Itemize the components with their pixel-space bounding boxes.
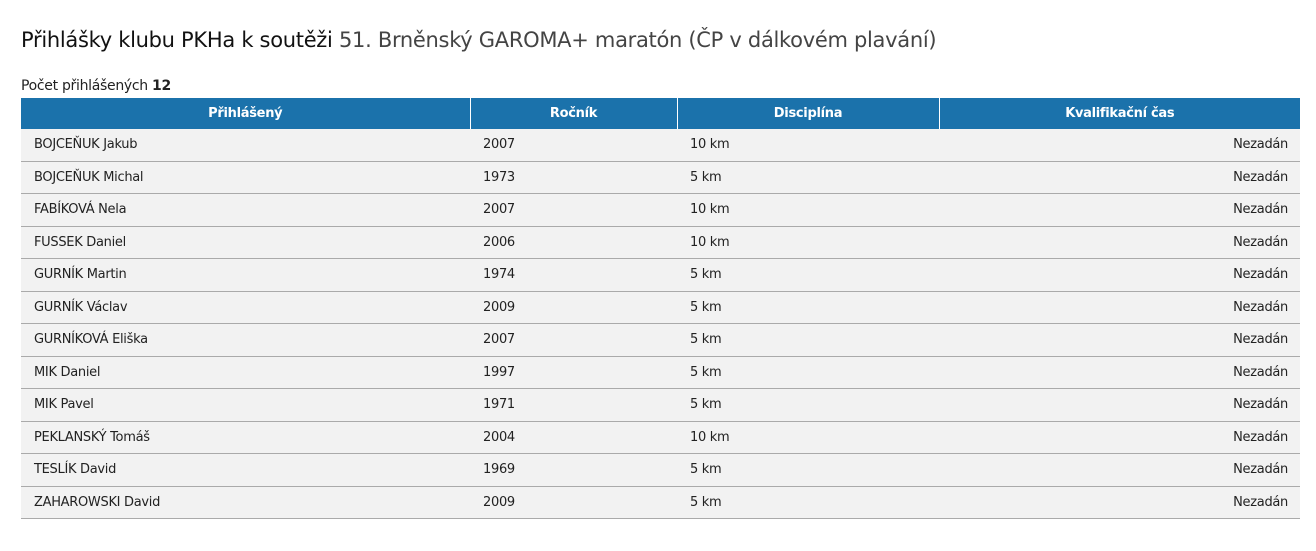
registrations-table: Přihlášený Ročník Disciplína Kvalifikačn… bbox=[21, 98, 1300, 519]
table-row: ZAHAROWSKI David 2009 5 km Nezadán bbox=[21, 486, 1300, 519]
header-registered: Přihlášený bbox=[21, 98, 470, 129]
table-row: GURNÍK Martin 1974 5 km Nezadán bbox=[21, 258, 1300, 292]
cell-name: GURNÍK Martin bbox=[21, 258, 470, 292]
cell-birth-year: 1997 bbox=[470, 356, 677, 389]
table-row: MIK Pavel 1971 5 km Nezadán bbox=[21, 388, 1300, 422]
cell-birth-year: 1971 bbox=[470, 388, 677, 422]
cell-discipline: 5 km bbox=[677, 388, 939, 422]
cell-birth-year: 2007 bbox=[470, 323, 677, 357]
cell-birth-year: 2009 bbox=[470, 486, 677, 519]
table-row: TESLÍK David 1969 5 km Nezadán bbox=[21, 453, 1300, 487]
cell-qualification-time: Nezadán bbox=[939, 486, 1300, 519]
table-row: MIK Daniel 1997 5 km Nezadán bbox=[21, 356, 1300, 389]
cell-name: FUSSEK Daniel bbox=[21, 226, 470, 259]
header-discipline: Disciplína bbox=[676, 98, 939, 129]
competition-name: 51. Brněnský GAROMA+ maratón (ČP v dálko… bbox=[338, 28, 937, 52]
cell-qualification-time: Nezadán bbox=[939, 356, 1300, 389]
cell-birth-year: 2007 bbox=[470, 193, 677, 227]
cell-name: BOJCEŇUK Jakub bbox=[21, 129, 470, 162]
cell-qualification-time: Nezadán bbox=[939, 388, 1300, 422]
cell-qualification-time: Nezadán bbox=[939, 453, 1300, 487]
table-row: PEKLANSKÝ Tomáš 2004 10 km Nezadán bbox=[21, 421, 1300, 454]
cell-discipline: 10 km bbox=[677, 129, 939, 162]
cell-name: FABÍKOVÁ Nela bbox=[21, 193, 470, 227]
cell-birth-year: 2006 bbox=[470, 226, 677, 259]
cell-discipline: 10 km bbox=[677, 421, 939, 454]
cell-qualification-time: Nezadán bbox=[939, 161, 1300, 194]
cell-discipline: 10 km bbox=[677, 226, 939, 259]
title-prefix: Přihlášky klubu PKHa k soutěži bbox=[21, 28, 333, 52]
cell-qualification-time: Nezadán bbox=[939, 129, 1300, 162]
table-row: FABÍKOVÁ Nela 2007 10 km Nezadán bbox=[21, 193, 1300, 227]
cell-birth-year: 1974 bbox=[470, 258, 677, 292]
cell-name: GURNÍKOVÁ Eliška bbox=[21, 323, 470, 357]
cell-qualification-time: Nezadán bbox=[939, 421, 1300, 454]
cell-name: MIK Daniel bbox=[21, 356, 470, 389]
table-header-row: Přihlášený Ročník Disciplína Kvalifikačn… bbox=[21, 98, 1300, 129]
cell-birth-year: 2004 bbox=[470, 421, 677, 454]
cell-name: PEKLANSKÝ Tomáš bbox=[21, 421, 470, 454]
count-value: 12 bbox=[152, 78, 171, 94]
page-title: Přihlášky klubu PKHa k soutěži 51. Brněn… bbox=[21, 28, 937, 52]
registered-count: Počet přihlášených 12 bbox=[21, 78, 171, 94]
cell-qualification-time: Nezadán bbox=[939, 258, 1300, 292]
cell-discipline: 5 km bbox=[677, 161, 939, 194]
cell-qualification-time: Nezadán bbox=[939, 193, 1300, 227]
cell-name: ZAHAROWSKI David bbox=[21, 486, 470, 519]
cell-discipline: 5 km bbox=[677, 486, 939, 519]
cell-name: BOJCEŇUK Michal bbox=[21, 161, 470, 194]
table-row: BOJCEŇUK Jakub 2007 10 km Nezadán bbox=[21, 129, 1300, 162]
cell-discipline: 5 km bbox=[677, 453, 939, 487]
cell-name: GURNÍK Václav bbox=[21, 291, 470, 324]
cell-discipline: 5 km bbox=[677, 258, 939, 292]
table-row: FUSSEK Daniel 2006 10 km Nezadán bbox=[21, 226, 1300, 259]
cell-qualification-time: Nezadán bbox=[939, 291, 1300, 324]
cell-birth-year: 1969 bbox=[470, 453, 677, 487]
cell-qualification-time: Nezadán bbox=[939, 226, 1300, 259]
table-row: BOJCEŇUK Michal 1973 5 km Nezadán bbox=[21, 161, 1300, 194]
table-row: GURNÍKOVÁ Eliška 2007 5 km Nezadán bbox=[21, 323, 1300, 357]
cell-birth-year: 1973 bbox=[470, 161, 677, 194]
count-label: Počet přihlášených bbox=[21, 78, 148, 94]
cell-qualification-time: Nezadán bbox=[939, 323, 1300, 357]
cell-discipline: 10 km bbox=[677, 193, 939, 227]
header-qualification-time: Kvalifikační čas bbox=[938, 98, 1300, 129]
cell-discipline: 5 km bbox=[677, 356, 939, 389]
cell-name: MIK Pavel bbox=[21, 388, 470, 422]
header-birth-year: Ročník bbox=[469, 98, 677, 129]
cell-name: TESLÍK David bbox=[21, 453, 470, 487]
cell-birth-year: 2009 bbox=[470, 291, 677, 324]
cell-discipline: 5 km bbox=[677, 323, 939, 357]
cell-discipline: 5 km bbox=[677, 291, 939, 324]
cell-birth-year: 2007 bbox=[470, 129, 677, 162]
table-row: GURNÍK Václav 2009 5 km Nezadán bbox=[21, 291, 1300, 324]
